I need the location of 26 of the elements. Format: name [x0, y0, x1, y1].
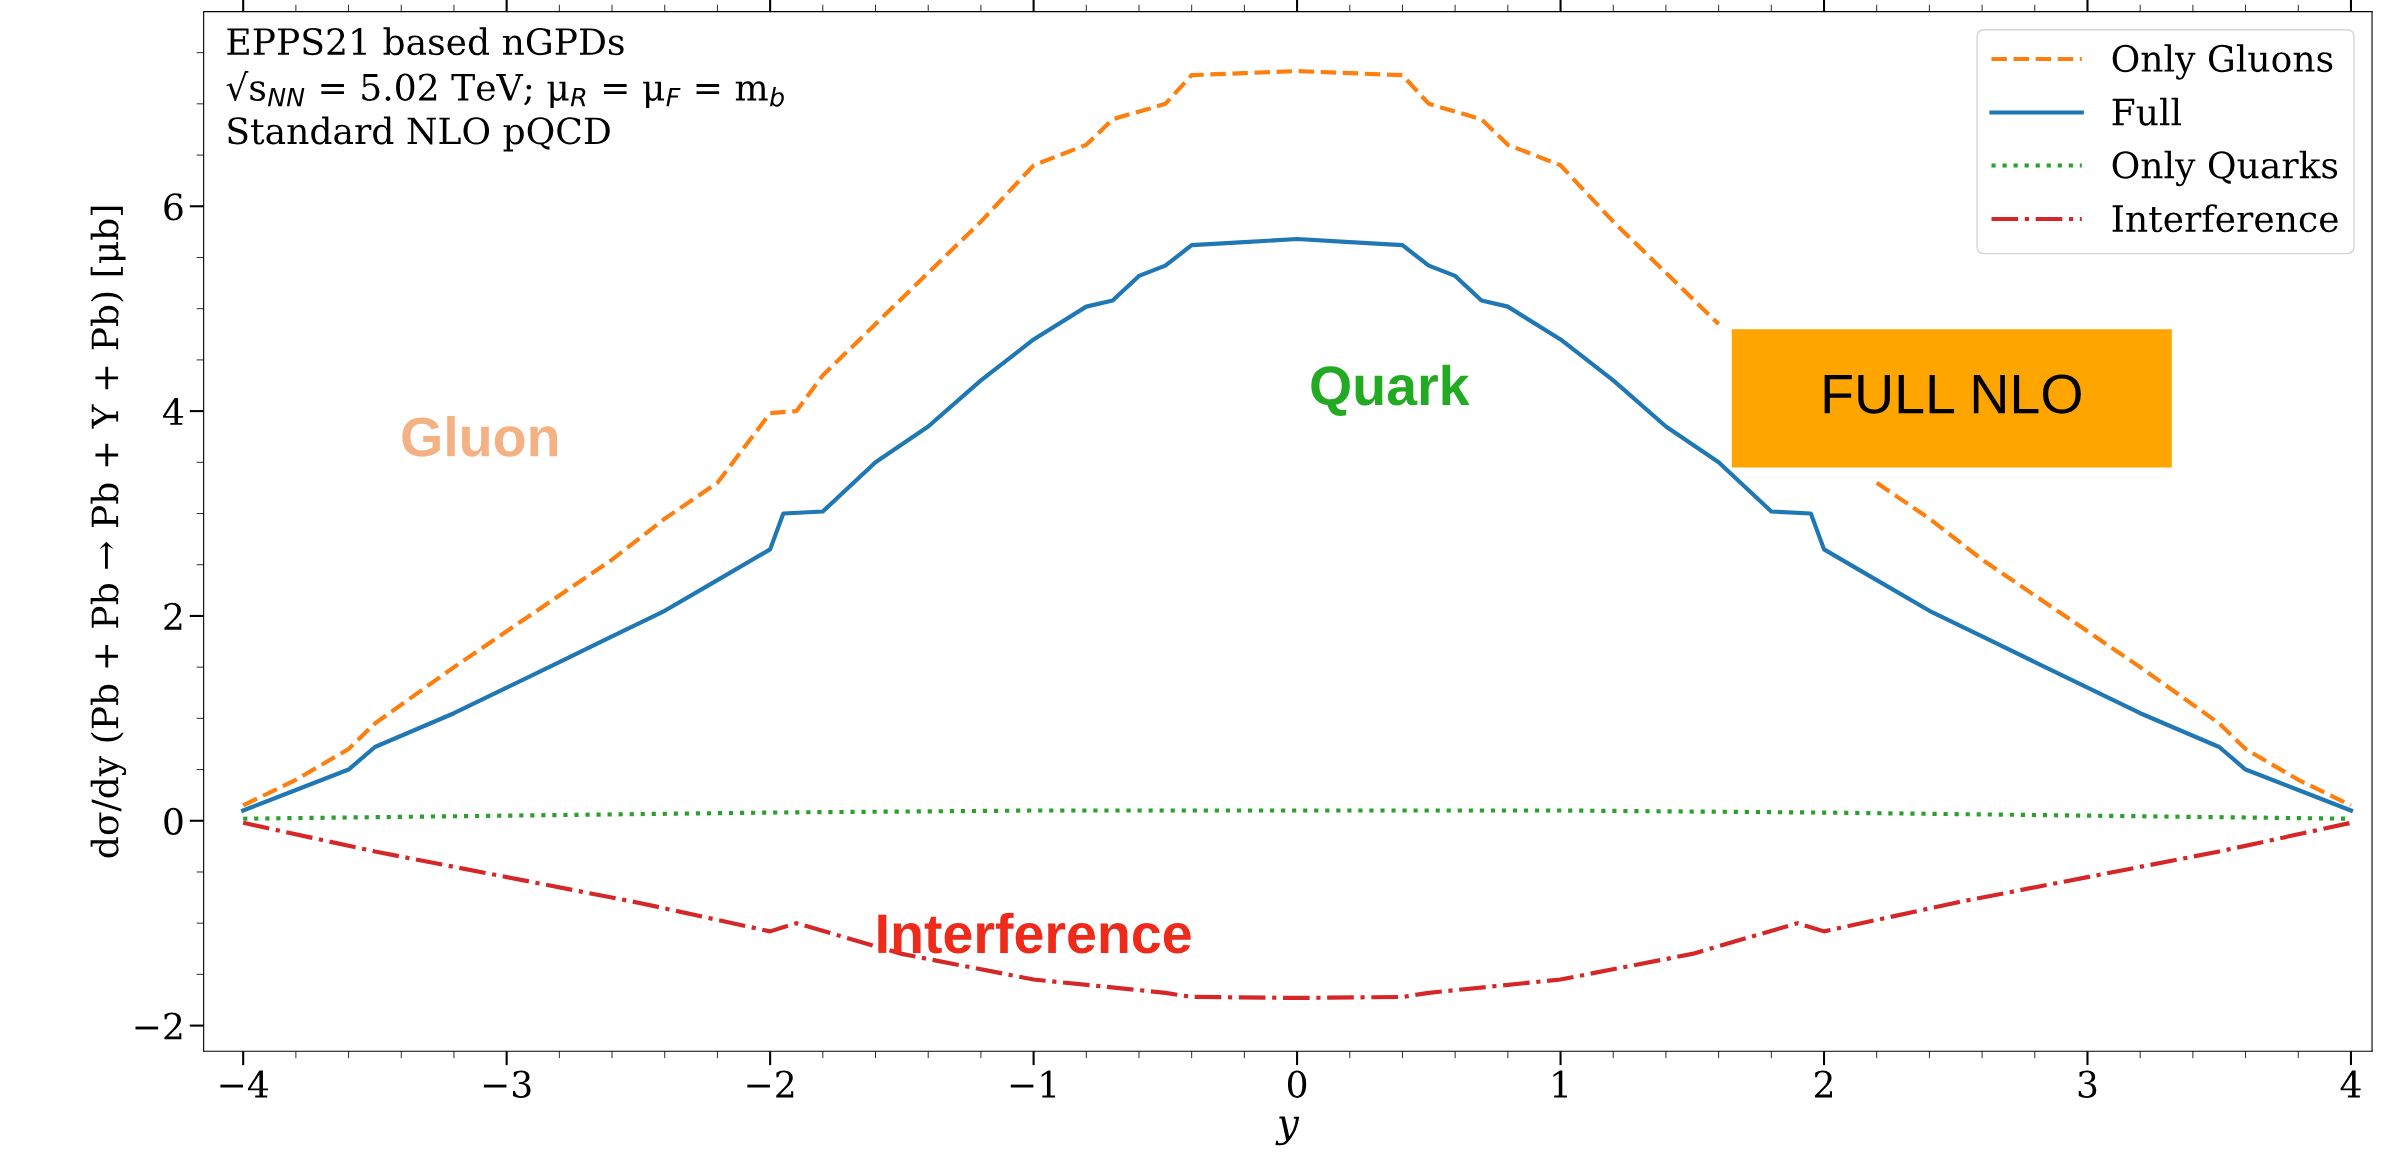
- annotation: Interference: [878, 912, 1191, 954]
- x-tick-label: −2: [747, 1070, 794, 1098]
- y-tick-label: 4: [163, 398, 184, 425]
- x-axis-title: y: [1275, 1116, 1300, 1146]
- x-tick-label: −3: [483, 1070, 531, 1098]
- x-tick-label: 0: [1287, 1070, 1307, 1098]
- y-tick-label: −2: [135, 1012, 182, 1040]
- x-tick-label: 3: [2078, 1070, 2097, 1098]
- x-tick-label: −4: [220, 1070, 268, 1098]
- text: EPPS21 based nGPDs √s$_{NN}$ = 5.02 TeV; μ$_{R}$ = μ$_{F}$ = m$_{b}$ Standard NLO pQCD: [226, 27, 784, 152]
- y-tick-label: 2: [164, 602, 182, 630]
- y-tick-label: 6: [164, 193, 183, 221]
- line-series: [241, 236, 2354, 813]
- x-tick-label: 4: [2340, 1070, 2361, 1098]
- legend-label: Full: [2112, 97, 2181, 126]
- y-axis-title: dσ/dy (Pb + Pb → Pb + Υ + Pb) [μb]: [90, 206, 127, 858]
- legend-label: Interference: [2112, 204, 2338, 233]
- legend-label: Only Quarks: [2112, 150, 2338, 187]
- x-tick-label: −1: [1010, 1070, 1056, 1098]
- annotation: Quark: [1311, 364, 1470, 416]
- x-tick-label: 1: [1553, 1070, 1567, 1098]
- legend-label: Only Gluons: [2112, 44, 2333, 80]
- annotation: FULL NLO: [1824, 374, 2081, 414]
- x-tick-label: 2: [1814, 1070, 1832, 1098]
- annotation: Gluon: [402, 415, 558, 457]
- y-tick-label: 0: [164, 807, 183, 835]
